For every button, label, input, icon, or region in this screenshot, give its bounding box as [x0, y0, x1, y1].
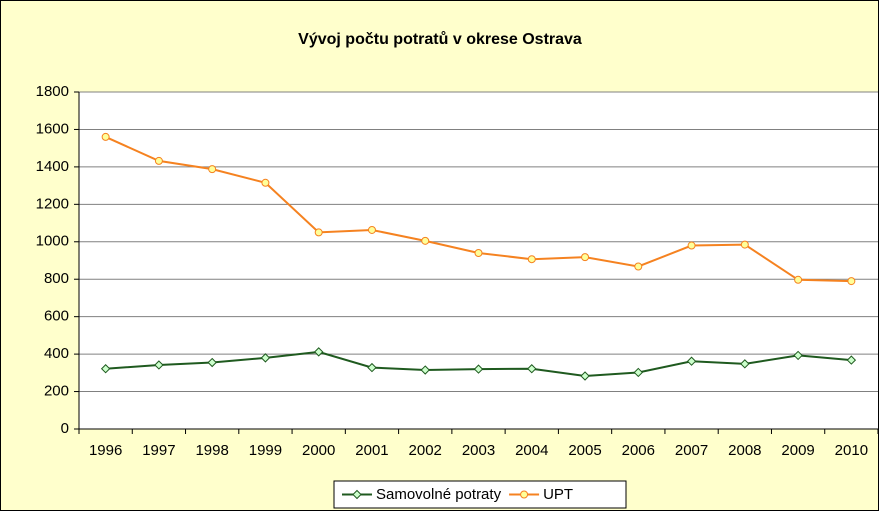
y-tick-label: 800: [44, 270, 69, 287]
marker: [527, 364, 537, 374]
marker: [208, 165, 217, 174]
x-tick-label: 2000: [302, 442, 335, 459]
marker: [740, 359, 750, 369]
x-tick-label: 2004: [515, 442, 548, 459]
marker: [314, 228, 323, 237]
legend: [333, 480, 627, 509]
x-tick-label: 1997: [142, 442, 175, 459]
x-tick-label: 2009: [781, 442, 814, 459]
marker: [367, 225, 376, 234]
marker: [154, 156, 163, 165]
marker: [260, 353, 271, 363]
marker: [527, 255, 536, 264]
marker: [686, 356, 697, 366]
marker: [474, 249, 483, 258]
x-tick-label: 2001: [355, 442, 388, 459]
marker: [367, 362, 377, 373]
y-tick-label: 400: [44, 345, 69, 362]
marker: [520, 490, 529, 499]
x-tick-label: 1999: [249, 442, 282, 459]
marker: [847, 277, 856, 286]
marker: [846, 355, 857, 365]
y-tick-label: 1400: [36, 158, 69, 175]
marker: [421, 236, 430, 245]
marker: [794, 275, 803, 284]
marker: [261, 178, 270, 187]
x-tick-label: 2007: [675, 442, 708, 459]
y-tick-label: 600: [44, 308, 69, 325]
y-tick-label: 1000: [36, 233, 69, 250]
marker: [633, 367, 644, 378]
marker: [793, 350, 803, 361]
marker: [313, 347, 324, 357]
y-tick-label: 200: [44, 383, 69, 400]
marker: [634, 262, 643, 271]
marker: [100, 364, 111, 374]
plot-area: [79, 92, 878, 429]
marker: [473, 364, 484, 374]
y-tick-label: 0: [61, 420, 69, 437]
y-tick-label: 1600: [36, 120, 69, 137]
marker: [581, 253, 590, 262]
marker: [352, 489, 362, 500]
x-tick-label: 2008: [728, 442, 761, 459]
legend-label: Samovolné potraty: [376, 486, 502, 503]
x-tick-label: 2010: [835, 442, 868, 459]
marker: [101, 132, 110, 141]
marker: [154, 360, 164, 370]
marker: [580, 371, 590, 381]
y-tick-label: 1800: [36, 83, 69, 100]
x-tick-label: 2005: [568, 442, 601, 459]
x-tick-label: 2002: [409, 442, 442, 459]
marker: [687, 241, 696, 250]
y-tick-label: 1200: [36, 195, 69, 212]
x-tick-label: 1996: [89, 442, 122, 459]
legend-label: UPT: [543, 486, 573, 503]
marker: [740, 240, 749, 249]
x-tick-label: 2006: [622, 442, 655, 459]
x-tick-label: 2003: [462, 442, 495, 459]
chart-title: Vývoj počtu potratů v okrese Ostrava: [298, 31, 582, 48]
x-tick-label: 1998: [195, 442, 228, 459]
marker: [420, 365, 430, 375]
marker: [207, 357, 217, 368]
